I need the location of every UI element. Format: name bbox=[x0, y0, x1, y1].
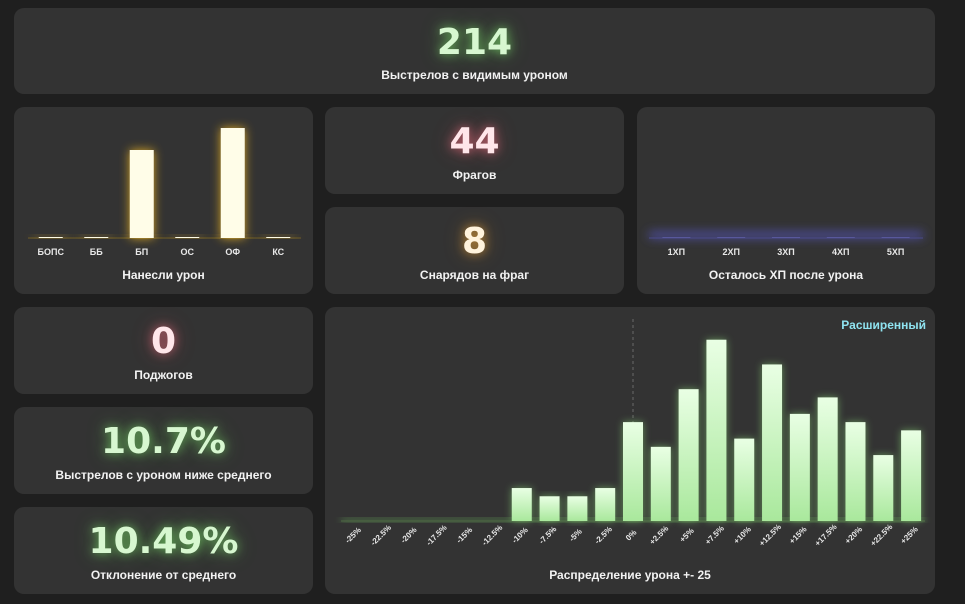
distribution-tick-label: +5% bbox=[678, 526, 696, 544]
hp-left-base-glow bbox=[649, 232, 923, 238]
distribution-tick-label: -12.5% bbox=[480, 523, 504, 547]
distribution-tick-label: +15% bbox=[788, 525, 809, 546]
distribution-tick-label: -7.5% bbox=[537, 525, 558, 546]
hp-left-bar[interactable] bbox=[772, 237, 800, 239]
distribution-tick-label: +7.5% bbox=[703, 524, 726, 547]
deviation-card: 10.49% Отклонение от среднего bbox=[14, 507, 313, 594]
distribution-bar[interactable] bbox=[567, 496, 588, 521]
hp-left-bar[interactable] bbox=[881, 237, 910, 239]
distribution-bar[interactable] bbox=[817, 397, 838, 521]
damage-dealt-tick-label: БОПС bbox=[38, 247, 65, 257]
distribution-tick-label: -2.5% bbox=[593, 525, 614, 546]
hp-left-tick-label: 2ХП bbox=[722, 247, 739, 257]
shots-visible-damage-card: 214 Выстрелов с видимым уроном bbox=[14, 8, 935, 94]
distribution-bar[interactable] bbox=[789, 413, 810, 521]
hp-left-bar[interactable] bbox=[662, 237, 691, 239]
distribution-tick-label: +20% bbox=[843, 525, 864, 546]
distribution-bar[interactable] bbox=[706, 339, 727, 521]
distribution-tick-label: +25% bbox=[899, 525, 920, 546]
distribution-bar[interactable] bbox=[678, 389, 699, 521]
distribution-tick-label: -17.5% bbox=[424, 523, 448, 547]
damage-dealt-tick-label: ОФ bbox=[225, 247, 240, 257]
hp-left-bar[interactable] bbox=[826, 237, 855, 239]
frags-value: 44 bbox=[449, 121, 500, 162]
damage-dealt-base-glow bbox=[169, 235, 206, 238]
distribution-bar[interactable] bbox=[511, 488, 532, 521]
distribution-tick-label: -20% bbox=[399, 525, 419, 545]
below-avg-value: 10.7% bbox=[101, 421, 226, 462]
damage-dealt-bar[interactable] bbox=[38, 237, 63, 238]
distribution-tick-label: -5% bbox=[567, 527, 583, 543]
distribution-tick-label: +12.5% bbox=[757, 522, 783, 548]
damage-dealt-bar[interactable] bbox=[129, 150, 154, 238]
distribution-tick-label: -15% bbox=[455, 525, 475, 545]
fires-value: 0 bbox=[150, 321, 177, 362]
shots-visible-damage-value: 214 bbox=[436, 22, 513, 63]
fires-card: 0 Поджогов bbox=[14, 307, 313, 394]
hp-left-tick-label: 3ХП bbox=[777, 247, 794, 257]
damage-dealt-card: БОПС ББ БП ОС ОФ КС Нанесли урон bbox=[14, 107, 313, 294]
hp-left-tick-label: 5ХП bbox=[887, 247, 904, 257]
damage-dealt-bar[interactable] bbox=[220, 128, 245, 238]
distribution-card: Расширенный -25% -22.5% -20% -17.5% -15% -12.… bbox=[325, 307, 935, 594]
distribution-bar[interactable] bbox=[539, 496, 560, 521]
deviation-label: Отклонение от среднего bbox=[90, 568, 237, 582]
damage-dealt-chart: БОПС ББ БП ОС ОФ КС bbox=[28, 128, 301, 257]
distribution-bar[interactable] bbox=[873, 455, 894, 521]
distribution-bar[interactable] bbox=[845, 422, 866, 521]
shots-visible-damage-label: Выстрелов с видимым уроном bbox=[381, 68, 568, 82]
damage-dealt-base-glow bbox=[78, 235, 115, 238]
damage-dealt-base-glow bbox=[260, 235, 297, 238]
distribution-label: Распределение урона +- 25 bbox=[549, 568, 711, 582]
damage-dealt-base-glow bbox=[32, 235, 69, 238]
hp-left-chart: 1ХП 2ХП 3ХП 4ХП 5ХП bbox=[649, 232, 923, 257]
damage-dealt-tick-label: КС bbox=[272, 247, 284, 257]
distribution-tick-label: +2.5% bbox=[648, 524, 671, 547]
frags-label: Фрагов bbox=[452, 168, 497, 182]
damage-dealt-tick-label: БП bbox=[135, 247, 148, 257]
distribution-tick-label: +22.5% bbox=[869, 522, 895, 548]
hp-left-bar[interactable] bbox=[717, 237, 746, 239]
deviation-value: 10.49% bbox=[88, 521, 239, 562]
distribution-tick-label: -25% bbox=[343, 525, 363, 545]
damage-dealt-bar[interactable] bbox=[266, 237, 291, 238]
damage-dealt-bar[interactable] bbox=[84, 237, 109, 238]
distribution-bar[interactable] bbox=[623, 422, 643, 521]
extended-link[interactable]: Расширенный bbox=[841, 318, 926, 332]
shells-per-frag-label: Снарядов на фраг bbox=[419, 268, 530, 282]
distribution-tick-label: -22.5% bbox=[369, 523, 393, 547]
distribution-tick-label: -10% bbox=[510, 525, 530, 545]
distribution-tick-label: +10% bbox=[732, 525, 753, 546]
damage-dealt-tick-label: ББ bbox=[90, 247, 103, 257]
distribution-bar[interactable] bbox=[762, 364, 783, 521]
frags-card: 44 Фрагов bbox=[325, 107, 624, 194]
fires-label: Поджогов bbox=[134, 368, 193, 382]
below-avg-card: 10.7% Выстрелов с уроном ниже среднего bbox=[14, 407, 313, 494]
distribution-bar[interactable] bbox=[901, 430, 922, 521]
damage-dealt-tick-label: ОС bbox=[181, 247, 195, 257]
below-avg-label: Выстрелов с уроном ниже среднего bbox=[55, 468, 272, 482]
hp-left-card: 1ХП 2ХП 3ХП 4ХП 5ХП Осталось ХП после урона bbox=[637, 107, 935, 294]
damage-dealt-label: Нанесли урон bbox=[122, 268, 205, 282]
distribution-tick-label: +17.5% bbox=[813, 522, 839, 548]
hp-left-tick-label: 1ХП bbox=[668, 247, 685, 257]
shells-per-frag-card: 8 Снарядов на фраг bbox=[325, 207, 624, 294]
distribution-bar[interactable] bbox=[650, 446, 671, 521]
distribution-tick-label: 0% bbox=[624, 528, 639, 543]
distribution-chart: -25% -22.5% -20% -17.5% -15% -12.5% -10% -7.5% -… bbox=[341, 319, 925, 548]
shells-per-frag-value: 8 bbox=[461, 221, 488, 262]
distribution-bar[interactable] bbox=[734, 438, 755, 521]
distribution-bar[interactable] bbox=[595, 488, 616, 521]
damage-dealt-bar[interactable] bbox=[175, 237, 200, 238]
hp-left-tick-label: 4ХП bbox=[832, 247, 849, 257]
hp-left-label: Осталось ХП после урона bbox=[708, 268, 864, 282]
